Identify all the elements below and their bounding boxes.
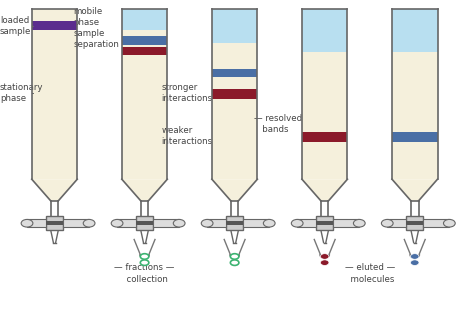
- Text: — fractions —
  collection: — fractions — collection: [114, 263, 175, 284]
- Bar: [207, 219, 226, 227]
- Bar: [243, 219, 269, 227]
- Bar: [122, 36, 167, 45]
- Circle shape: [83, 219, 95, 227]
- Circle shape: [410, 254, 419, 259]
- Text: — resolved
   bands: — resolved bands: [254, 113, 302, 134]
- Circle shape: [444, 219, 455, 227]
- Bar: [27, 219, 46, 227]
- Bar: [122, 47, 167, 55]
- Bar: [302, 9, 347, 52]
- Circle shape: [264, 219, 275, 227]
- Circle shape: [140, 254, 149, 259]
- Bar: [136, 216, 153, 230]
- Bar: [392, 132, 438, 142]
- Bar: [302, 9, 347, 179]
- Bar: [122, 9, 167, 179]
- Circle shape: [201, 219, 213, 227]
- Circle shape: [292, 219, 303, 227]
- Bar: [46, 216, 63, 230]
- Bar: [63, 219, 89, 227]
- Bar: [136, 221, 153, 225]
- Bar: [32, 9, 77, 179]
- Bar: [153, 219, 179, 227]
- Circle shape: [173, 219, 185, 227]
- Bar: [212, 69, 257, 77]
- Text: weaker
interactions: weaker interactions: [161, 126, 212, 146]
- Polygon shape: [122, 179, 167, 201]
- Bar: [226, 221, 243, 225]
- Bar: [117, 219, 136, 227]
- Circle shape: [140, 260, 149, 265]
- Bar: [316, 216, 333, 230]
- Circle shape: [230, 260, 239, 265]
- Circle shape: [230, 254, 239, 259]
- Text: mobile
phase: mobile phase: [73, 7, 103, 27]
- Text: stationary
phase: stationary phase: [0, 83, 44, 103]
- Bar: [212, 9, 257, 179]
- Text: sample
separation: sample separation: [73, 28, 119, 49]
- Bar: [46, 221, 63, 225]
- Circle shape: [410, 260, 419, 265]
- Circle shape: [382, 219, 393, 227]
- Bar: [32, 21, 77, 30]
- Polygon shape: [212, 179, 257, 201]
- Text: stronger
interactions: stronger interactions: [161, 83, 212, 103]
- Bar: [392, 9, 438, 52]
- Bar: [212, 89, 257, 99]
- Bar: [406, 221, 423, 225]
- Bar: [297, 219, 316, 227]
- Bar: [423, 219, 449, 227]
- Bar: [212, 9, 257, 43]
- Bar: [122, 9, 167, 30]
- Bar: [302, 132, 347, 142]
- Bar: [316, 221, 333, 225]
- Bar: [387, 219, 406, 227]
- Polygon shape: [392, 179, 438, 201]
- Bar: [226, 216, 243, 230]
- Bar: [333, 219, 359, 227]
- Polygon shape: [32, 179, 77, 201]
- Circle shape: [111, 219, 123, 227]
- Circle shape: [354, 219, 365, 227]
- Circle shape: [21, 219, 33, 227]
- Circle shape: [320, 260, 329, 265]
- Bar: [406, 216, 423, 230]
- Text: — eluted —
  molecules: — eluted — molecules: [345, 263, 395, 284]
- Text: loaded
sample: loaded sample: [0, 16, 31, 36]
- Bar: [392, 9, 438, 179]
- Circle shape: [320, 254, 329, 259]
- Polygon shape: [302, 179, 347, 201]
